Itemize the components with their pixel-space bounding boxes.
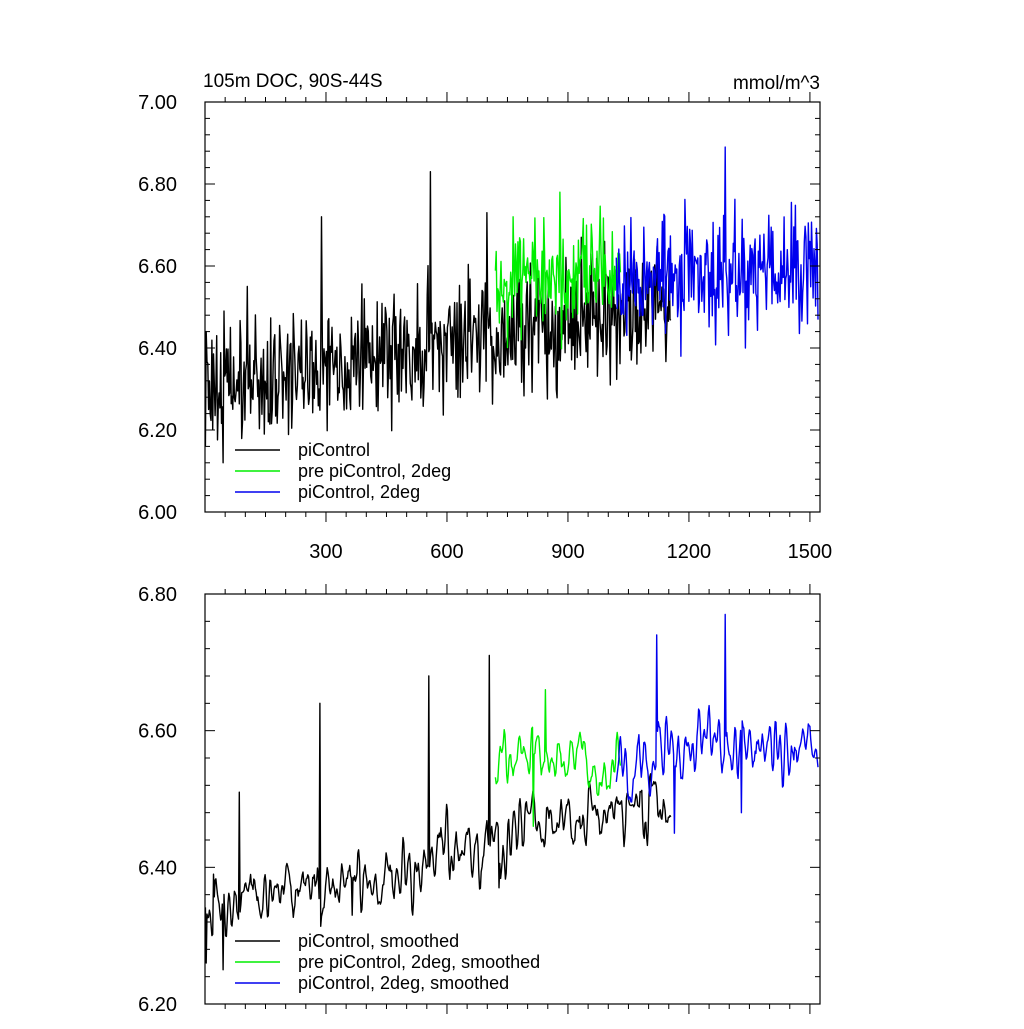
legend-label: pre piControl, 2deg xyxy=(298,461,451,481)
plot-frame xyxy=(204,593,821,1005)
x-tick-label: 300 xyxy=(309,541,342,563)
x-tick-label: 1500 xyxy=(788,541,833,563)
x-tick-label: 1200 xyxy=(667,541,712,563)
series-line-0 xyxy=(205,654,672,971)
y-tick-label: 6.40 xyxy=(138,338,177,360)
legend-label: piControl xyxy=(298,440,370,460)
top-panel: 6.00 6.20 6.40 6.60 6.80 7.00 300 600 900 1200 150… xyxy=(138,71,832,563)
y-tick-label: 7.00 xyxy=(138,92,177,114)
y-tick-label: 6.80 xyxy=(138,174,177,196)
units-label: mmol/m^3 xyxy=(733,73,820,94)
y-tick-label: 6.80 xyxy=(138,584,177,606)
y-tick-label: 6.40 xyxy=(138,857,177,879)
x-tick-label: 600 xyxy=(430,541,463,563)
legend-label: piControl, smoothed xyxy=(298,931,459,951)
axes: 6.00 6.20 6.40 6.60 6.80 7.00 300 600 900 1200 150… xyxy=(138,92,832,563)
series-lines xyxy=(205,613,819,971)
chart-title: 105m DOC, 90S-44S xyxy=(203,71,383,92)
y-tick-label: 6.20 xyxy=(138,994,177,1016)
y-tick-label: 6.60 xyxy=(138,256,177,278)
series-line-1 xyxy=(494,689,622,827)
x-tick-label: 900 xyxy=(551,541,584,563)
series-line-1 xyxy=(494,191,622,350)
axes: 6.20 6.40 6.60 6.80 xyxy=(138,584,820,1016)
legend-label: pre piControl, 2deg, smoothed xyxy=(298,952,540,972)
series-line-0 xyxy=(205,171,672,464)
series-line-2 xyxy=(615,146,819,357)
series-lines xyxy=(205,146,819,464)
legend-label: piControl, 2deg xyxy=(298,482,420,502)
legend-label: piControl, 2deg, smoothed xyxy=(298,973,509,993)
series-line-2 xyxy=(615,613,819,834)
plot-frame xyxy=(204,101,821,513)
y-tick-label: 6.20 xyxy=(138,420,177,442)
y-tick-label: 6.60 xyxy=(138,721,177,743)
y-tick-label: 6.00 xyxy=(138,502,177,524)
